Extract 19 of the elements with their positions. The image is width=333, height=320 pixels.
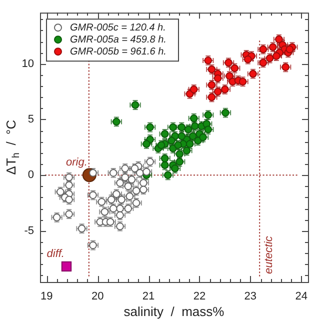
ref-line-label: eutectic [263,236,276,274]
y-tick-label: 0 [28,169,34,182]
x-tick-label: 21 [142,290,155,303]
legend-label: GMR-005a = 459.8 h. [70,34,166,46]
annotation: diff. [46,248,64,260]
annotation: orig. [66,156,88,169]
y-tick-label: -5 [24,224,34,237]
y-axis-title: ΔTh / °C [4,120,22,175]
x-tick-label: 24 [295,290,308,303]
x-tick-label: 22 [193,290,206,303]
legend-label: GMR-005b = 961.6 h. [70,46,166,58]
x-tick-label: 23 [244,290,257,303]
x-axis-title: salinity / mass% [124,304,225,319]
x-tick-label: 20 [91,290,104,303]
y-tick-label: 5 [28,114,34,126]
x-tick-label: 19 [40,290,53,303]
point [61,261,72,272]
y-tick-label: 10 [22,58,34,70]
legend-label: GMR-005c = 120.4 h. [70,22,166,34]
